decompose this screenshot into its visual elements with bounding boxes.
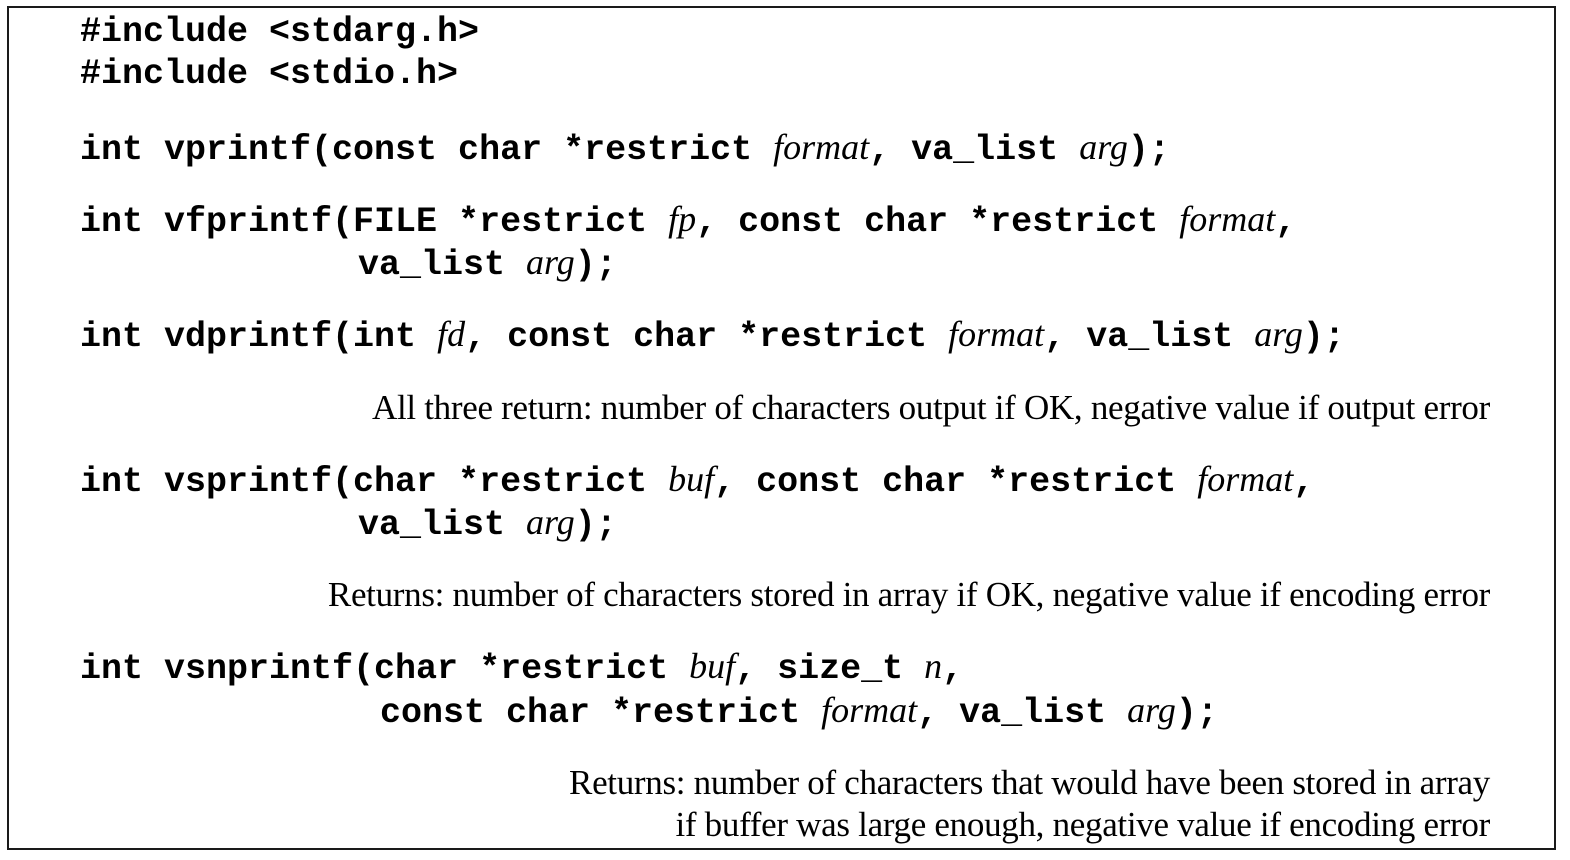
vsnprintf-param-arg: arg	[1127, 690, 1176, 730]
vfprintf-param-fp: fp	[668, 199, 697, 239]
vsprintf-text-2: , const char *restrict	[714, 462, 1198, 502]
vsprintf-prototype: int vsprintf(char *restrict buf, const c…	[80, 458, 1314, 504]
vsprintf-param-arg: arg	[526, 502, 575, 542]
vdprintf-prototype: int vdprintf(int fd, const char *restric…	[80, 313, 1345, 359]
vfprintf-text-5: );	[574, 245, 617, 285]
vsprintf-param-buf: buf	[668, 459, 715, 499]
vprintf-prototype: int vprintf(const char *restrict format,…	[80, 126, 1170, 172]
vdprintf-text-4: );	[1302, 317, 1345, 357]
vsnprintf-text-4: const char *restrict	[380, 693, 822, 733]
vsnprintf-prototype: int vsnprintf(char *restrict buf, size_t…	[80, 645, 963, 691]
vsnprintf-text-5: , va_list	[917, 693, 1128, 733]
vdprintf-param-fd: fd	[437, 314, 466, 354]
vfprintf-prototype-cont: va_list arg);	[358, 241, 617, 287]
vsnprintf-text-3: ,	[942, 649, 964, 689]
vsprintf-text-4: va_list	[358, 505, 527, 545]
vprintf-param-arg: arg	[1079, 127, 1128, 167]
vfprintf-text-4: va_list	[358, 245, 527, 285]
vfprintf-prototype: int vfprintf(FILE *restrict fp, const ch…	[80, 198, 1296, 244]
vsnprintf-param-format: format	[821, 690, 918, 730]
vfprintf-text-2: , const char *restrict	[696, 202, 1180, 242]
vsnprintf-text-2: , size_t	[735, 649, 925, 689]
vfprintf-text-3: ,	[1275, 202, 1297, 242]
vsprintf-prototype-cont: va_list arg);	[358, 501, 617, 547]
vdprintf-text-1: int vdprintf(int	[80, 317, 438, 357]
returns-vsprintf-note: Returns: number of characters stored in …	[327, 575, 1490, 614]
vdprintf-param-format: format	[948, 314, 1045, 354]
vsnprintf-text-6: );	[1175, 693, 1218, 733]
returns-vsnprintf-note-line-1: Returns: number of characters that would…	[569, 763, 1490, 802]
vprintf-text-3: );	[1127, 130, 1170, 170]
vsprintf-text-1: int vsprintf(char *restrict	[80, 462, 669, 502]
vprintf-text-1: int vprintf(const char *restrict	[80, 130, 774, 170]
vsprintf-param-format: format	[1197, 459, 1294, 499]
vdprintf-text-3: , va_list	[1044, 317, 1255, 357]
vsnprintf-prototype-cont: const char *restrict format, va_list arg…	[380, 689, 1218, 735]
vfprintf-param-arg: arg	[526, 242, 575, 282]
returns-three-note: All three return: number of characters o…	[371, 388, 1490, 427]
returns-vsnprintf-note-line-2: if buffer was large enough, negative val…	[675, 805, 1490, 844]
vsprintf-text-5: );	[574, 505, 617, 545]
include-stdarg: #include <stdarg.h>	[80, 12, 480, 52]
vsnprintf-text-1: int vsnprintf(char *restrict	[80, 649, 690, 689]
vfprintf-text-1: int vfprintf(FILE *restrict	[80, 202, 669, 242]
vdprintf-param-arg: arg	[1254, 314, 1303, 354]
vprintf-param-format: format	[773, 127, 870, 167]
vfprintf-param-format: format	[1179, 199, 1276, 239]
include-stdio: #include <stdio.h>	[80, 54, 459, 94]
vdprintf-text-2: , const char *restrict	[465, 317, 949, 357]
vprintf-text-2: , va_list	[869, 130, 1080, 170]
vsnprintf-param-buf: buf	[689, 646, 736, 686]
vsnprintf-param-n: n	[924, 646, 943, 686]
synopsis-box	[7, 6, 1556, 850]
vsprintf-text-3: ,	[1293, 462, 1315, 502]
